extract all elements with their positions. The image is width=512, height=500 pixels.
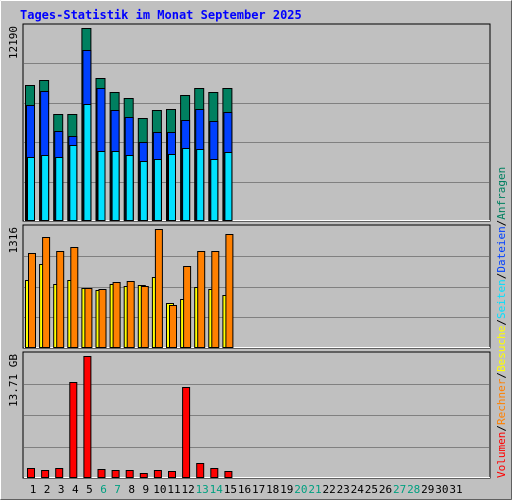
bar-seiten-day-12	[182, 148, 191, 221]
legend-separator: /	[495, 425, 508, 432]
legend-separator: /	[495, 372, 508, 379]
x-tick-label: 20	[294, 483, 307, 496]
bar-volumen-day-4	[69, 382, 78, 478]
x-tick-label: 24	[351, 483, 365, 496]
legend-text: Volumen/Rechner/Besuche/Seiten/Dateien/A…	[495, 167, 508, 478]
legend-separator: /	[495, 273, 508, 280]
y-max-label: 13.71 GB	[7, 354, 20, 407]
x-tick-label: 4	[72, 483, 79, 496]
x-tick-label: 11	[167, 483, 180, 496]
bar-volumen-day-5	[83, 356, 92, 478]
x-tick-label: 2	[44, 483, 51, 496]
x-tick-label: 15	[224, 483, 237, 496]
legend: Volumen/Rechner/Besuche/Seiten/Dateien/A…	[495, 167, 508, 478]
x-tick-label: 23	[337, 483, 350, 496]
bar-rechner-day-2	[42, 237, 51, 348]
bar-rechner-day-5	[84, 288, 93, 348]
bar-seiten-day-1	[27, 157, 35, 221]
bar-volumen-day-12	[182, 387, 191, 478]
bar-volumen-day-6	[97, 469, 106, 478]
bar-seiten-day-13	[196, 149, 205, 221]
bar-rechner-day-6	[98, 289, 107, 348]
x-tick-label: 9	[142, 483, 149, 496]
x-tick-label: 26	[379, 483, 392, 496]
legend-separator: /	[495, 220, 508, 227]
legend-item-besuche: Besuche	[495, 326, 508, 372]
bar-volumen-day-1	[27, 468, 35, 478]
bar-rechner-day-13	[197, 251, 206, 348]
x-tick-label: 22	[322, 483, 335, 496]
bar-seiten-day-6	[97, 151, 106, 221]
bar-seiten-day-4	[69, 145, 78, 221]
bar-volumen-day-8	[125, 470, 134, 478]
x-tick-label: 10	[153, 483, 166, 496]
bar-seiten-day-14	[210, 159, 219, 221]
bar-rechner-day-8	[126, 281, 135, 348]
bar-seiten-day-5	[83, 104, 92, 221]
bar-volumen-day-11	[168, 471, 176, 478]
x-tick-label: 5	[86, 483, 93, 496]
x-tick-label: 12	[181, 483, 194, 496]
bar-rechner-day-10	[154, 229, 163, 348]
x-tick-label: 19	[280, 483, 293, 496]
bar-volumen-day-7	[111, 470, 120, 478]
x-tick-label: 17	[252, 483, 265, 496]
x-tick-label: 6	[100, 483, 107, 496]
legend-separator: /	[495, 319, 508, 326]
panel-bottom: 13.71 GB	[7, 351, 491, 479]
chart-title: Tages-Statistik im Monat September 2025	[20, 8, 302, 22]
x-tick-label: 7	[114, 483, 121, 496]
bar-rechner-day-7	[112, 282, 121, 348]
bar-seiten-day-7	[111, 151, 120, 221]
x-axis-labels: 1 2 3 4 5 6 7 8 9 10 11 12 13 14 15 16 17 18 19 20 21 22 23 24 2…	[30, 483, 463, 496]
bar-rechner-day-3	[56, 251, 65, 348]
bar-volumen-day-15	[224, 471, 233, 478]
bar-seiten-day-3	[55, 157, 64, 221]
x-tick-label: 16	[238, 483, 251, 496]
bar-rechner-day-9	[140, 286, 149, 348]
x-tick-label: 27	[393, 483, 406, 496]
x-tick-label: 14	[210, 483, 224, 496]
y-max-label: 1316	[7, 227, 20, 254]
x-tick-label: 8	[128, 483, 135, 496]
bar-seiten-day-9	[139, 161, 148, 221]
bar-rechner-day-11	[169, 305, 177, 348]
bar-volumen-day-3	[55, 468, 64, 478]
legend-item-dateien: Dateien	[495, 226, 508, 272]
bar-seiten-day-8	[125, 155, 134, 221]
legend-item-volumen: Volumen	[495, 432, 508, 478]
bar-rechner-day-12	[183, 266, 192, 348]
panel-top: 12190	[7, 23, 491, 222]
y-max-label: 12190	[7, 26, 20, 59]
x-tick-label: 25	[365, 483, 378, 496]
x-tick-label: 30	[435, 483, 448, 496]
panel-middle: 1316	[7, 224, 491, 349]
bar-seiten-day-2	[41, 155, 50, 221]
x-tick-label: 29	[421, 483, 434, 496]
x-tick-label: 21	[308, 483, 321, 496]
bar-volumen-day-2	[41, 470, 50, 478]
bar-seiten-day-11	[168, 154, 176, 221]
bar-rechner-day-14	[211, 251, 220, 348]
bar-seiten-day-10	[153, 159, 162, 221]
legend-item-seiten: Seiten	[495, 279, 508, 319]
x-tick-label: 28	[407, 483, 420, 496]
x-tick-label: 31	[449, 483, 462, 496]
x-tick-label: 18	[266, 483, 279, 496]
bar-seiten-day-15	[224, 152, 233, 221]
x-tick-label: 1	[30, 483, 37, 496]
legend-item-rechner: Rechner	[495, 378, 508, 425]
bar-volumen-day-14	[210, 468, 219, 478]
x-tick-label: 3	[58, 483, 65, 496]
bar-volumen-day-10	[153, 470, 162, 478]
legend-item-anfragen: Anfragen	[495, 167, 508, 220]
bar-volumen-day-13	[196, 463, 205, 478]
bar-rechner-day-1	[28, 253, 36, 348]
bar-rechner-day-15	[225, 234, 234, 348]
bar-rechner-day-4	[70, 247, 79, 348]
bar-volumen-day-9	[139, 473, 148, 478]
x-tick-label: 13	[196, 483, 209, 496]
